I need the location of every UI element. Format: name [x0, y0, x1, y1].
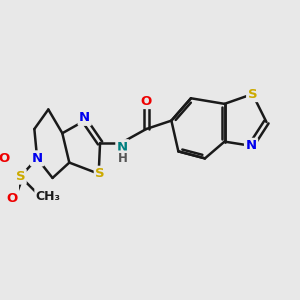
- Text: O: O: [6, 192, 18, 206]
- Text: N: N: [245, 139, 256, 152]
- Text: S: S: [16, 170, 25, 183]
- Text: N: N: [79, 111, 90, 124]
- Text: N: N: [32, 152, 43, 165]
- Text: O: O: [141, 94, 152, 108]
- Text: CH₃: CH₃: [36, 190, 61, 202]
- Text: O: O: [0, 152, 9, 165]
- Text: S: S: [248, 88, 257, 100]
- Text: H: H: [118, 152, 128, 165]
- Text: N: N: [117, 141, 128, 154]
- Text: S: S: [95, 167, 105, 180]
